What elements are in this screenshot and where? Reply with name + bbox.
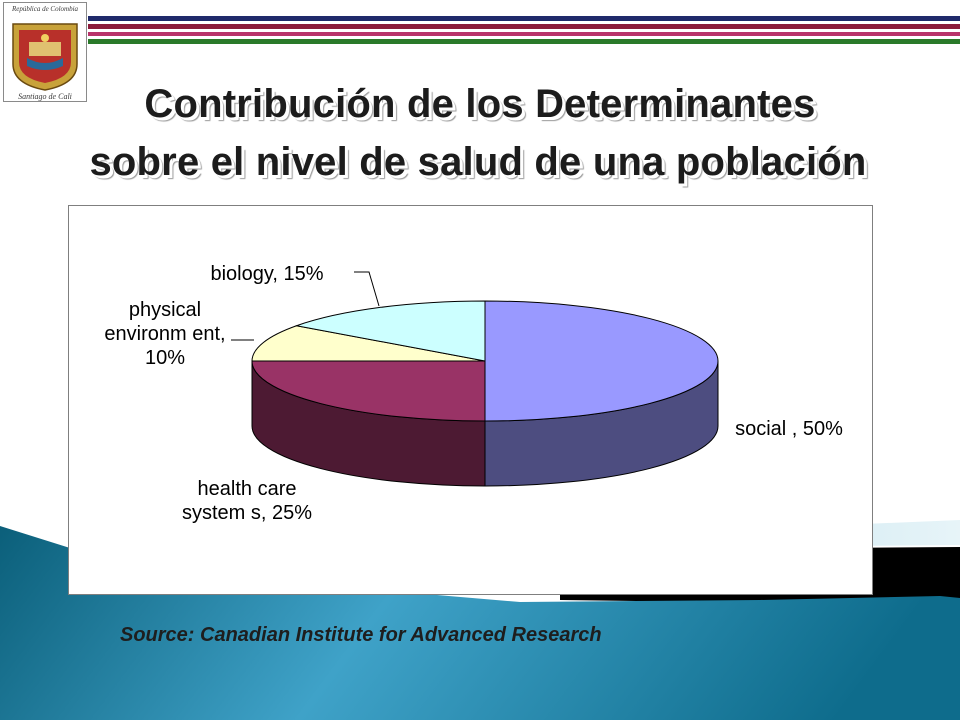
city-emblem: República de Colombia Santiago de Cali [3, 2, 87, 102]
header-stripes [88, 16, 960, 44]
data-label-health-care-systems: health care system s, 25% [182, 478, 312, 524]
slice-social [484, 300, 719, 422]
slice-physical-environment [251, 325, 486, 362]
pie-chart: social , 50% health care system s, 25% phys… [104, 263, 843, 524]
stripe-white-2 [88, 29, 960, 32]
stripe-navy [88, 16, 960, 21]
leader-line-biology [354, 271, 380, 307]
stripe-white-1 [88, 21, 960, 24]
emblem-text-top: República de Colombia [11, 5, 79, 13]
emblem-text-bottom: Santiago de Cali [18, 92, 72, 101]
teal-wave [0, 526, 960, 720]
stripe-maroon [88, 24, 960, 29]
stripe-white-3 [88, 36, 960, 39]
stripe-green [88, 39, 960, 44]
data-label-biology: biology, 15% [210, 263, 323, 285]
slice-biology [294, 300, 486, 362]
slice-health-care-systems [251, 360, 486, 422]
data-label-physical-environment: physical environm ent, 10% [104, 299, 225, 369]
source-note: Source: Canadian Institute for Advanced … [120, 624, 602, 646]
stripe-pink [88, 32, 960, 36]
slide-title-line-2: sobre el nivel de salud de una población [89, 140, 867, 184]
pie-chart-panel: social , 50% health care system s, 25% phys… [68, 205, 873, 595]
slide-title-line-1: Contribución de los Determinantes [144, 82, 816, 126]
data-label-social: social , 50% [735, 418, 843, 440]
